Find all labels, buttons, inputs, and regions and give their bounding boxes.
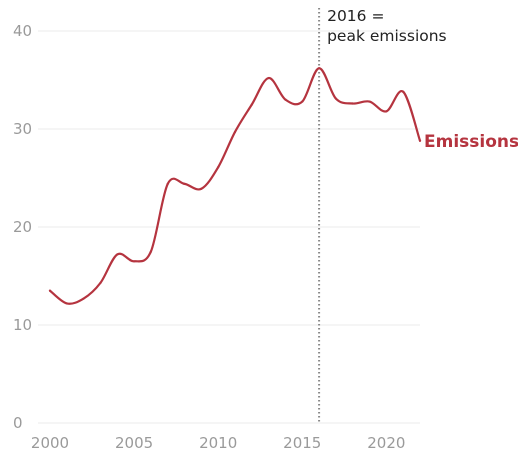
x-tick-label: 2005 (115, 434, 153, 452)
data-point (132, 260, 136, 263)
data-point (65, 302, 68, 305)
data-point (250, 103, 253, 106)
data-point (418, 139, 422, 142)
y-axis-ticks: 0 10 20 30 40 (13, 22, 32, 432)
x-tick-label: 2020 (367, 434, 405, 452)
emissions-series-line (48, 67, 422, 305)
peak-annotation-text: 2016 = (327, 7, 384, 25)
data-point (385, 110, 388, 113)
data-point (48, 289, 52, 292)
data-point (166, 182, 169, 185)
peak-annotation-text: peak emissions (327, 27, 447, 45)
y-tick-label: 0 (13, 414, 23, 432)
y-tick-label: 40 (13, 22, 32, 40)
annotation-group: 2016 = peak emissions (318, 7, 447, 423)
data-point (267, 76, 270, 80)
data-point (233, 130, 237, 134)
data-point (301, 100, 304, 103)
data-point (116, 253, 119, 256)
x-tick-label: 2000 (31, 434, 69, 452)
y-tick-label: 10 (13, 316, 32, 334)
data-point (200, 187, 203, 190)
data-point (351, 102, 354, 105)
data-point (368, 100, 371, 103)
series-layer (48, 67, 422, 305)
data-point (334, 97, 338, 100)
data-point (402, 90, 405, 93)
data-point (82, 297, 85, 300)
x-tick-label: 2010 (199, 434, 237, 452)
grid-lines (38, 30, 420, 424)
series-labels: Emissions (424, 132, 518, 152)
data-point (317, 67, 321, 70)
y-tick-label: 20 (13, 218, 32, 236)
data-point (149, 250, 153, 253)
x-axis-ticks: 2000 2005 2010 2015 2020 (31, 434, 406, 452)
data-point (284, 98, 287, 101)
x-tick-label: 2015 (283, 434, 321, 452)
data-point (183, 182, 186, 185)
series-label-emissions: Emissions (424, 132, 518, 152)
data-point (217, 166, 220, 169)
y-tick-label: 30 (13, 120, 32, 138)
data-point (99, 281, 102, 284)
